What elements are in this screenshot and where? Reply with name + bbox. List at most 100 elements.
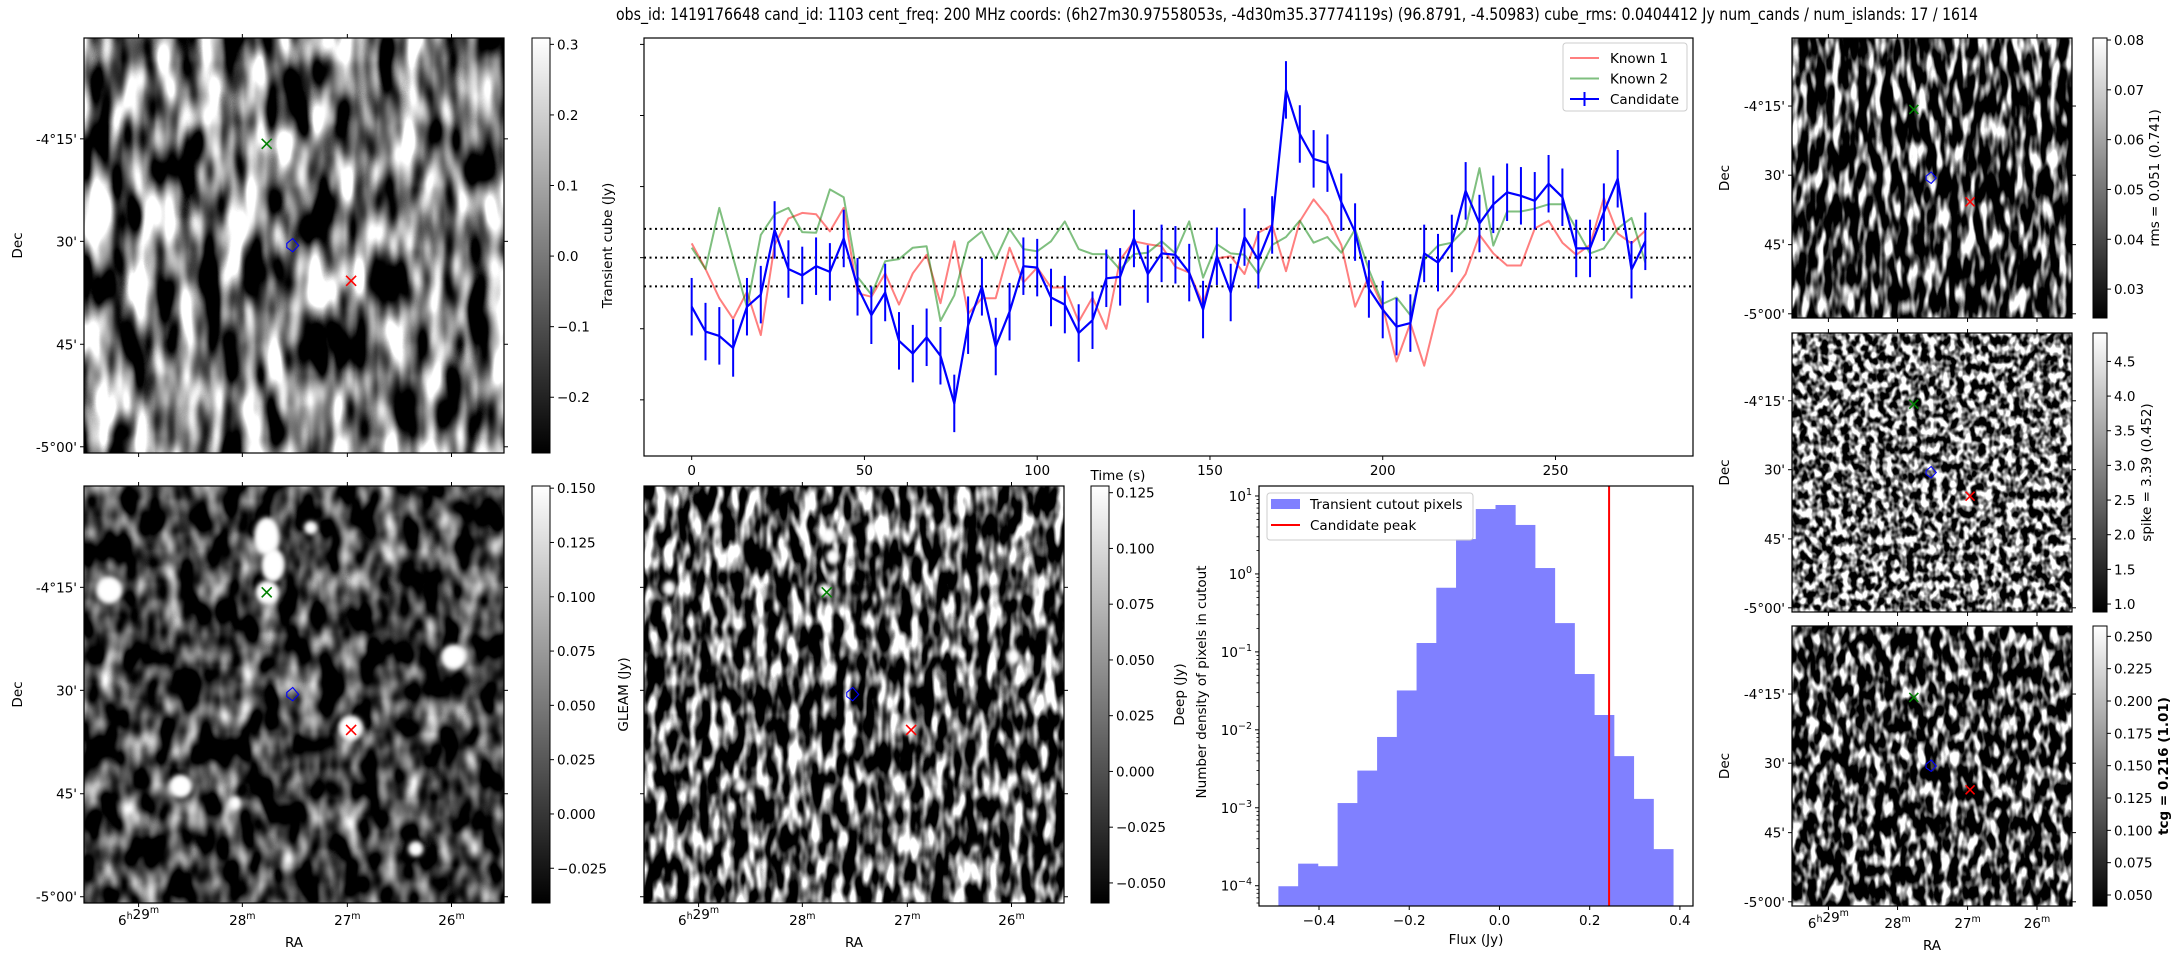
histogram-bar bbox=[1317, 866, 1339, 906]
radio-source bbox=[229, 796, 242, 810]
histogram-bar bbox=[1475, 509, 1496, 906]
dec-tick-label: -5°00' bbox=[36, 890, 77, 906]
dec-tick-label: -4°15' bbox=[36, 132, 77, 148]
dec-tick-label: -5°00' bbox=[1744, 307, 1785, 323]
legend-label: Candidate bbox=[1610, 92, 1679, 108]
colorbar-gradient bbox=[531, 485, 551, 904]
dec-axis-label: Dec bbox=[10, 681, 26, 707]
transient-cube-image bbox=[84, 38, 504, 453]
colorbar-tick-label: 0.125 bbox=[557, 535, 596, 551]
dec-tick-label: -4°15' bbox=[36, 580, 77, 596]
colorbar-tick-label: 0.150 bbox=[557, 481, 596, 497]
radio-source bbox=[261, 548, 285, 582]
spike-colorbar: 4.5 4.0 3.5 3.0 2.5 2.0 1.5 1.0 spike = 3.39 (0.… bbox=[2092, 332, 2155, 613]
colorbar-tick-label: 0.100 bbox=[1116, 541, 1155, 557]
gleam-panel: -4°15' 30' 45' -5°00' 6h29m 28m 27m 26m Dec RA bbox=[10, 482, 508, 951]
light-curve-legend: Known 1 Known 2 Candidate bbox=[1562, 42, 1688, 112]
colorbar-tick-label: 0.0 bbox=[557, 249, 578, 265]
colorbar-tick-label: 0.2 bbox=[557, 108, 578, 124]
gleam-image bbox=[84, 486, 504, 903]
known-source-1-marker bbox=[1965, 196, 1976, 207]
y-tick-base: 10 bbox=[1221, 879, 1238, 895]
colorbar-tick-label: 0.05 bbox=[2114, 182, 2144, 198]
dec-tick-label: 45' bbox=[56, 787, 77, 803]
x-tick-label: 0.4 bbox=[1669, 913, 1690, 929]
dec-tick-label: -5°00' bbox=[36, 440, 77, 456]
rms-frame bbox=[1791, 37, 2073, 319]
colorbar-tick-label: 0.025 bbox=[1116, 709, 1155, 725]
rms-image bbox=[1792, 38, 2072, 318]
colorbar-tick-label: 0.025 bbox=[557, 753, 596, 769]
known-source-2-marker bbox=[1908, 399, 1919, 410]
known-source-1-marker bbox=[905, 724, 917, 736]
known-source-1-marker bbox=[345, 275, 357, 287]
dec-tick-label: 30' bbox=[56, 683, 77, 699]
x-axis-label: Flux (Jy) bbox=[1449, 932, 1504, 948]
legend-label: Known 2 bbox=[1610, 72, 1668, 88]
histogram-bar bbox=[1515, 524, 1536, 906]
tcg-colorbar: 0.250 0.225 0.200 0.175 0.150 0.125 0.100 0.075… bbox=[2092, 625, 2172, 907]
colorbar-tick-label: 0.150 bbox=[2114, 759, 2153, 775]
known-source-2-marker bbox=[261, 138, 273, 150]
radio-source bbox=[662, 580, 676, 596]
y-tick-base: 10 bbox=[1229, 489, 1246, 505]
radio-source bbox=[867, 523, 875, 532]
transient-cube-frame bbox=[83, 37, 505, 454]
y-tick-label: 101 bbox=[1229, 487, 1252, 505]
ra-axis-label: RA bbox=[285, 935, 304, 951]
y-tick-label: 10−1 bbox=[1221, 643, 1252, 661]
known-source-2-marker bbox=[1908, 104, 1919, 115]
x-tick-label: 0.0 bbox=[1489, 913, 1510, 929]
colorbar-tick-label: −0.050 bbox=[1116, 876, 1166, 892]
colorbar-tick-label: 0.075 bbox=[557, 644, 596, 660]
dec-axis-label: Dec bbox=[1717, 165, 1733, 191]
dec-tick-label: 45' bbox=[1764, 532, 1785, 548]
colorbar-tick-label: 0.100 bbox=[557, 590, 596, 606]
y-axis-label: Number density of pixels in cutout bbox=[1194, 566, 1210, 799]
colorbar-tick-label: 0.200 bbox=[2114, 694, 2153, 710]
histogram-bar bbox=[1574, 674, 1595, 906]
candidate-contour bbox=[1925, 465, 1937, 479]
dec-tick-label: 45' bbox=[1764, 826, 1785, 842]
colorbar-tick-label: 0.050 bbox=[2114, 888, 2153, 904]
spike-frame bbox=[1791, 332, 2073, 613]
deep-image bbox=[644, 486, 1064, 903]
histogram-legend: Transient cutout pixels Candidate peak bbox=[1266, 492, 1474, 541]
radio-source bbox=[972, 844, 980, 853]
candidate-contour bbox=[286, 686, 300, 702]
x-axis-label: Time (s) bbox=[1090, 468, 1146, 484]
dec-axis-label: Dec bbox=[1717, 459, 1733, 485]
spike-image bbox=[1792, 333, 2072, 612]
y-tick-exponent: −1 bbox=[1238, 643, 1252, 654]
x-tick-label: −0.4 bbox=[1303, 913, 1336, 929]
candidate-contour bbox=[846, 686, 860, 702]
colorbar-tick-label: 0.100 bbox=[2114, 823, 2153, 839]
colorbar-label: spike = 3.39 (0.452) bbox=[2139, 403, 2155, 541]
deep-panel: 6h29m 28m 27m 26m RA bbox=[640, 482, 1068, 951]
series-line-known-1 bbox=[690, 196, 1646, 367]
colorbar-gradient bbox=[1090, 485, 1110, 904]
y-tick-exponent: 1 bbox=[1246, 487, 1252, 498]
tcg-panel: -4°15' 30' 45' -5°00' 6h29m 28m 27m 26m Dec RA bbox=[1717, 622, 2076, 954]
x-tick-label: 0 bbox=[687, 463, 696, 479]
y-tick-exponent: −3 bbox=[1238, 799, 1252, 810]
series-line-known-2 bbox=[690, 167, 1647, 322]
colorbar-tick-label: 0.1 bbox=[557, 179, 578, 195]
dec-tick-label: 30' bbox=[1764, 463, 1785, 479]
colorbar-label: Transient cube (Jy) bbox=[600, 183, 616, 310]
histogram-plot: −0.4 −0.2 0.0 0.2 0.410110010−110−210−310−4F… bbox=[1194, 485, 1694, 948]
colorbar-tick-label: 0.050 bbox=[557, 698, 596, 714]
y-tick-exponent: −2 bbox=[1238, 721, 1252, 732]
known-source-2-marker bbox=[821, 586, 833, 598]
colorbar-tick-label: −0.025 bbox=[557, 861, 607, 877]
dec-tick-label: 30' bbox=[1764, 756, 1785, 772]
ra-tick-label: 27m bbox=[894, 911, 920, 929]
ra-tick-label: 28m bbox=[229, 911, 255, 929]
rms-pixels bbox=[1792, 38, 2072, 318]
radio-source bbox=[304, 521, 318, 535]
dec-axis-label: Dec bbox=[1717, 753, 1733, 779]
colorbar-tick-label: 0.075 bbox=[2114, 856, 2153, 872]
colorbar-tick-label: 0.04 bbox=[2114, 232, 2144, 248]
y-tick-base: 10 bbox=[1229, 567, 1246, 583]
